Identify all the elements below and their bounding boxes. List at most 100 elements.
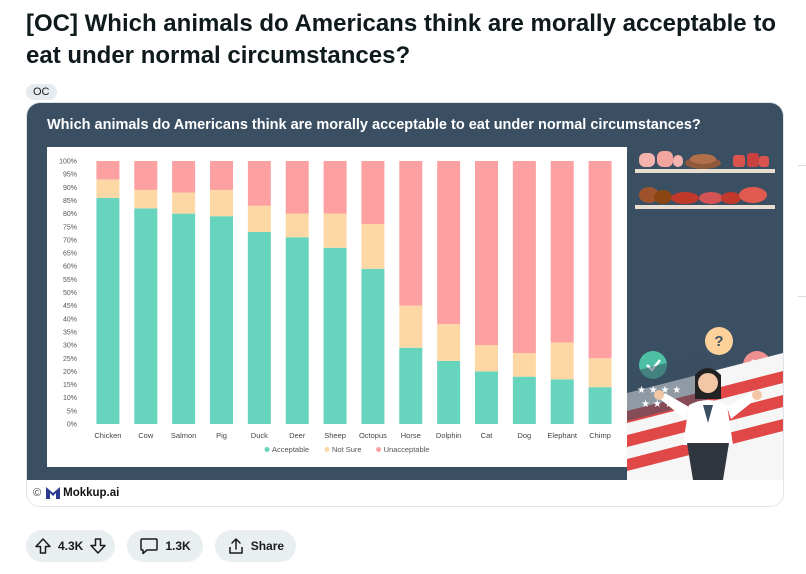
- bar-segment-not-sure: [172, 192, 196, 214]
- bar-segment-unacceptable: [550, 161, 574, 343]
- bar-segment-not-sure: [247, 205, 271, 233]
- upvote-count: 4.3K: [58, 539, 84, 553]
- bar-segment-unacceptable: [437, 161, 461, 325]
- bar-segment-acceptable: [361, 268, 385, 424]
- x-tick-label: Dog: [517, 431, 531, 440]
- bar-segment-not-sure: [361, 224, 385, 269]
- x-tick-label: Octopus: [359, 431, 387, 440]
- bar-segment-unacceptable: [361, 161, 385, 225]
- y-tick-label: 75%: [63, 224, 77, 231]
- x-tick-label: Dolphin: [436, 431, 461, 440]
- y-tick-label: 80%: [63, 211, 77, 218]
- share-icon: [228, 538, 243, 554]
- bar-segment-not-sure: [475, 345, 498, 372]
- bar-segment-acceptable: [588, 387, 612, 424]
- y-tick-label: 70%: [63, 237, 77, 244]
- y-tick-label: 90%: [63, 185, 77, 192]
- comments-button[interactable]: 1.3K: [127, 530, 203, 562]
- bar-segment-not-sure: [134, 189, 158, 209]
- bar-segment-acceptable: [134, 208, 158, 424]
- y-tick-label: 20%: [63, 369, 77, 376]
- bar-segment-unacceptable: [323, 161, 347, 214]
- x-tick-label: Sheep: [324, 431, 346, 440]
- bar-segment-not-sure: [210, 189, 233, 217]
- bar-segment-acceptable: [285, 237, 309, 424]
- share-label: Share: [250, 539, 285, 553]
- bar-segment-unacceptable: [134, 161, 158, 190]
- x-tick-label: Duck: [251, 431, 268, 440]
- svg-text:?: ?: [714, 333, 723, 350]
- chart-panel: 100% 95% 90% 85% 80% 75% 70% 65% 60% 55% 50% 45% 40%…: [47, 147, 627, 467]
- y-tick-label: 95%: [63, 172, 77, 179]
- page-divider: [798, 165, 806, 166]
- bar-segment-acceptable: [172, 213, 196, 424]
- mokkup-logo-icon: [46, 487, 61, 499]
- vote-control: 4.3K: [26, 530, 116, 562]
- bar-segment-unacceptable: [172, 161, 196, 193]
- bar-segment-unacceptable: [96, 161, 120, 180]
- y-tick-label: 65%: [63, 251, 77, 258]
- y-tick-label: 0%: [67, 422, 77, 429]
- bar-segment-not-sure: [588, 358, 612, 388]
- legend-swatch: [264, 447, 270, 452]
- post-media-card[interactable]: Which animals do Americans think are mor…: [26, 102, 784, 507]
- bar-segment-unacceptable: [512, 161, 536, 353]
- y-tick-label: 60%: [63, 264, 77, 271]
- post-actions: 4.3K 1.3K Share: [26, 530, 297, 562]
- confused-woman-illustration: [654, 368, 762, 480]
- x-tick-label: Chicken: [94, 431, 121, 440]
- bar-segment-not-sure: [437, 324, 461, 361]
- bar-segment-unacceptable: [588, 161, 612, 359]
- downvote-icon[interactable]: [89, 537, 107, 555]
- brand-name: Mokkup.ai: [63, 487, 120, 499]
- bar-segment-not-sure: [96, 179, 120, 198]
- y-tick-label: 100%: [59, 159, 77, 166]
- page-divider: [798, 296, 806, 297]
- y-tick-label: 55%: [63, 277, 77, 284]
- legend-label: Acceptable: [272, 445, 309, 454]
- x-tick-label: Deer: [289, 431, 306, 440]
- bar-segment-not-sure: [399, 305, 423, 348]
- bar-segment-acceptable: [437, 360, 461, 424]
- bar-segment-acceptable: [512, 376, 536, 424]
- x-tick-label: Chimp: [589, 431, 611, 440]
- upvote-icon[interactable]: [34, 537, 52, 555]
- x-tick-label: Salmon: [171, 431, 196, 440]
- y-tick-label: 15%: [63, 382, 77, 389]
- bar-segment-not-sure: [285, 213, 309, 238]
- legend-label: Not Sure: [332, 445, 362, 454]
- bar-segment-unacceptable: [399, 161, 423, 306]
- x-tick-label: Elephant: [547, 431, 578, 440]
- comment-icon: [140, 538, 159, 555]
- share-button[interactable]: Share: [214, 530, 297, 562]
- svg-text:★ ★ ★: ★ ★ ★: [641, 399, 673, 410]
- bar-segment-not-sure: [323, 213, 347, 248]
- bar-segment-acceptable: [96, 197, 120, 424]
- bar-segment-unacceptable: [247, 161, 271, 206]
- x-tick-label: Cow: [138, 431, 154, 440]
- x-tick-label: Horse: [401, 431, 421, 440]
- bar-segment-acceptable: [550, 379, 574, 424]
- legend-swatch: [324, 447, 330, 452]
- bar-segment-acceptable: [475, 371, 498, 424]
- bar-segment-acceptable: [247, 232, 271, 424]
- y-tick-label: 40%: [63, 316, 77, 323]
- bar-segment-unacceptable: [285, 161, 309, 214]
- flair-badge[interactable]: OC: [26, 84, 57, 100]
- question-mark-icon: ?: [705, 327, 733, 355]
- y-tick-label: 30%: [63, 343, 77, 350]
- post-title[interactable]: [OC] Which animals do Americans think ar…: [26, 10, 776, 69]
- y-tick-label: 45%: [63, 303, 77, 310]
- bar-segment-acceptable: [323, 247, 347, 424]
- legend-label: Unacceptable: [384, 445, 430, 454]
- bar-segment-unacceptable: [475, 161, 498, 346]
- bar-segment-acceptable: [210, 216, 233, 424]
- stacked-bar-chart: 100% 95% 90% 85% 80% 75% 70% 65% 60% 55% 50% 45% 40%…: [59, 159, 612, 454]
- comment-count: 1.3K: [165, 539, 191, 553]
- y-tick-label: 50%: [63, 290, 77, 297]
- y-tick-label: 35%: [63, 329, 77, 336]
- copyright-symbol: ©: [33, 487, 42, 499]
- legend-swatch: [376, 447, 382, 452]
- x-tick-label: Cat: [481, 431, 494, 440]
- bar-segment-not-sure: [512, 352, 536, 377]
